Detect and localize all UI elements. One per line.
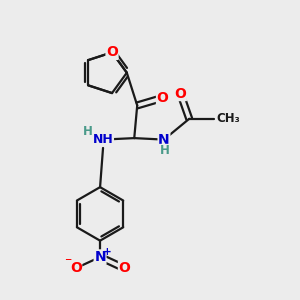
Text: N: N bbox=[94, 250, 106, 264]
Text: O: O bbox=[157, 91, 168, 105]
Text: O: O bbox=[70, 261, 82, 275]
Text: O: O bbox=[118, 261, 130, 275]
Text: H: H bbox=[82, 125, 92, 138]
Text: +: + bbox=[103, 247, 112, 256]
Text: CH₃: CH₃ bbox=[216, 112, 240, 125]
Text: H: H bbox=[160, 144, 170, 158]
Text: O: O bbox=[174, 86, 186, 100]
Text: NH: NH bbox=[93, 133, 113, 146]
Text: N: N bbox=[158, 133, 170, 147]
Text: ⁻: ⁻ bbox=[64, 255, 71, 269]
Text: O: O bbox=[106, 45, 118, 59]
